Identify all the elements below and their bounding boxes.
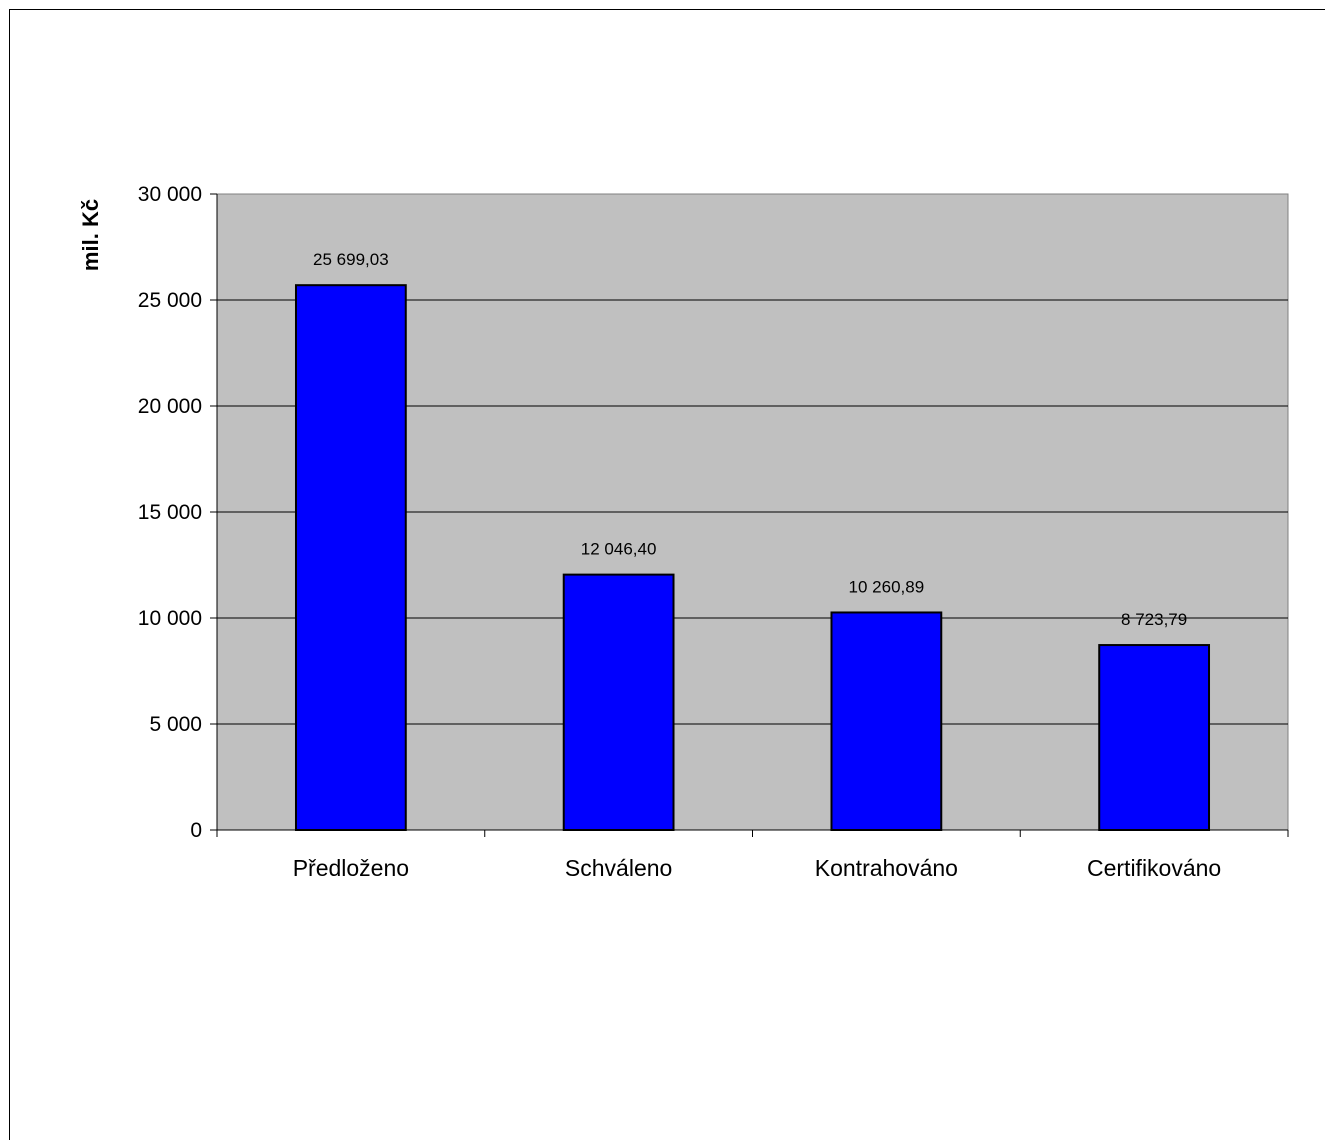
x-category-label: Předloženo <box>293 855 409 881</box>
y-axis-title: mil. Kč <box>78 199 103 271</box>
y-tick-label: 5 000 <box>149 713 202 736</box>
bars <box>294 284 1211 832</box>
y-tick-label: 15 000 <box>138 501 202 524</box>
x-category-label: Schváleno <box>565 855 672 881</box>
bar-value-label: 10 260,89 <box>849 577 925 596</box>
x-category-label: Kontrahováno <box>815 855 958 881</box>
bar-value-label: 8 723,79 <box>1121 610 1187 629</box>
x-category-label: Certifikováno <box>1087 855 1221 881</box>
y-tick-label: 20 000 <box>138 395 202 418</box>
y-tick-label: 10 000 <box>138 607 202 630</box>
bar <box>294 284 407 832</box>
bar-value-label: 12 046,40 <box>581 540 657 559</box>
bar-value-label: 25 699,03 <box>313 250 389 269</box>
bar <box>1098 644 1211 832</box>
y-tick-label: 0 <box>190 819 202 842</box>
bar <box>562 573 675 832</box>
y-tick-label: 25 000 <box>138 289 202 312</box>
y-tick-label: 30 000 <box>138 183 202 206</box>
bar <box>830 611 943 831</box>
labels: 0 5 000 10 000 15 000 20 000 25 000 30 000 25 6… <box>138 183 1221 881</box>
